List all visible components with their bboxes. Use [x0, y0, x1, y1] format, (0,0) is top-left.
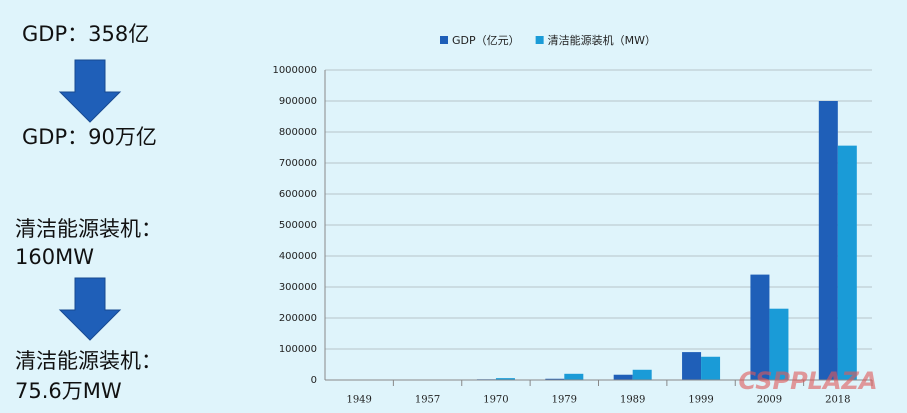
y-tick-label: 900000 [279, 96, 317, 107]
y-tick-label: 0 [311, 375, 317, 386]
y-tick-label: 300000 [279, 282, 317, 293]
x-tick-label: 1970 [483, 395, 508, 406]
legend-swatch [440, 36, 448, 44]
left-text: 清洁能源装机： [15, 217, 162, 241]
x-tick-label: 2018 [825, 395, 850, 406]
y-tick-label: 1000000 [272, 65, 317, 76]
bar [701, 356, 721, 380]
y-tick-label: 200000 [279, 313, 317, 324]
legend-swatch [535, 36, 544, 44]
left-text: 清洁能源装机： [15, 349, 162, 373]
watermark: CSPPLAZA [738, 367, 877, 395]
bar [564, 373, 584, 380]
left-text: 160MW [15, 245, 94, 269]
bar [613, 374, 633, 380]
x-tick-label: 1979 [552, 395, 577, 406]
x-tick-label: 1957 [415, 395, 440, 406]
y-tick-label: 500000 [279, 220, 317, 231]
bar [769, 308, 789, 380]
bar [545, 378, 565, 380]
x-tick-label: 1989 [620, 395, 645, 406]
bar [682, 352, 702, 380]
bar [632, 369, 652, 380]
y-tick-label: 100000 [279, 344, 317, 355]
y-tick-label: 600000 [279, 189, 317, 200]
bar [837, 145, 857, 380]
y-tick-label: 700000 [279, 158, 317, 169]
y-tick-label: 400000 [279, 251, 317, 262]
x-tick-label: 1949 [346, 395, 371, 406]
x-tick-label: 1999 [688, 395, 713, 406]
x-tick-label: 2009 [757, 395, 782, 406]
legend-label: 清洁能源装机（MW） [548, 33, 656, 47]
bar [818, 101, 838, 380]
left-text: 75.6万MW [15, 379, 122, 403]
y-tick-label: 800000 [279, 127, 317, 138]
left-text: GDP：358亿 [22, 22, 149, 46]
left-text: GDP：90万亿 [22, 125, 157, 149]
down-arrow [58, 59, 122, 123]
bar [750, 274, 770, 380]
down-arrow [58, 277, 122, 341]
bar [495, 378, 515, 380]
legend-label: GDP（亿元） [452, 34, 520, 47]
